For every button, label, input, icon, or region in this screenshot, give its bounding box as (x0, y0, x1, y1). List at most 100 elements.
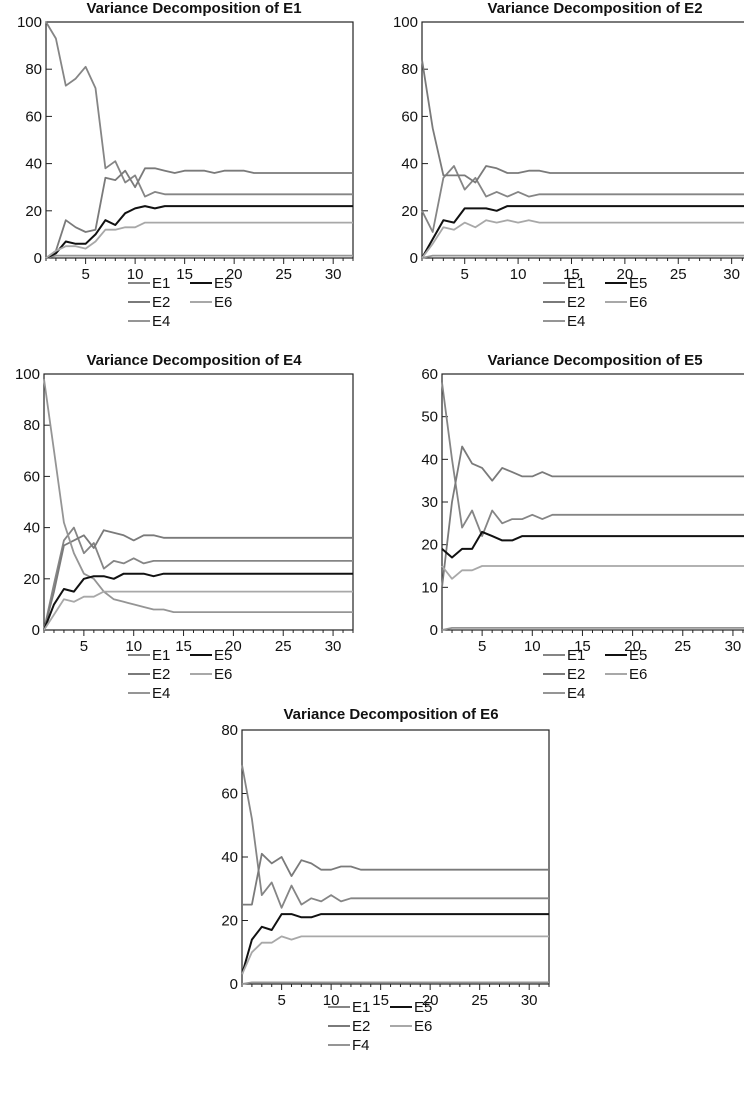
y-tick-label: 60 (421, 366, 438, 383)
legend-row: E4 (128, 684, 278, 703)
chart-legend: E1 E5 E2 E6 E4 (128, 646, 278, 703)
legend-item-e1: E1 (128, 274, 190, 293)
legend-item-e6: E6 (605, 293, 667, 312)
chart-panel-e4: Variance Decomposition of E4 0 20 40 60 80 10… (0, 352, 360, 712)
legend-swatch (605, 282, 627, 285)
x-tick-label: 30 (723, 266, 740, 283)
legend-label: E1 (567, 275, 586, 292)
chart-title: Variance Decomposition of E4 (86, 352, 302, 369)
legend-label: E1 (352, 999, 371, 1016)
x-tick-label: 5 (81, 266, 89, 283)
legend-label: E2 (567, 294, 586, 311)
legend-row: E1 E5 (328, 998, 478, 1017)
legend-item-e5: E5 (190, 646, 252, 665)
legend-item-e6: E6 (190, 293, 252, 312)
series-line-e6 (45, 221, 353, 259)
plot-frame (421, 21, 744, 259)
legend-label: E2 (152, 666, 171, 683)
plot-frame (43, 373, 354, 631)
legend-swatch (328, 1006, 350, 1009)
x-tick-label: 25 (674, 638, 691, 655)
x-tick-label: 20 (624, 638, 641, 655)
legend-swatch (605, 301, 627, 304)
series-line-e6 (441, 565, 744, 580)
legend-swatch (190, 282, 212, 285)
y-tick-label: 0 (230, 976, 238, 993)
x-tick-label: 30 (325, 266, 342, 283)
legend-row: E4 (543, 312, 693, 331)
legend-item-e6: E6 (190, 665, 252, 684)
y-tick-label: 20 (421, 537, 438, 554)
x-tick-label: 5 (80, 638, 88, 655)
legend-item-e1: E1 (543, 274, 605, 293)
chart-title: Variance Decomposition of E5 (487, 352, 703, 369)
chart-title: Variance Decomposition of E2 (487, 0, 703, 17)
x-tick-label: 10 (125, 638, 142, 655)
series-line-e1 (441, 382, 744, 538)
chart-legend: E1 E5 E2 E6 F4 (328, 998, 478, 1055)
y-tick-label: 0 (430, 622, 438, 639)
chart-legend: E1 E5 E2 E6 E4 (543, 646, 693, 703)
legend-swatch (543, 301, 565, 304)
legend-item-f4: F4 (328, 1036, 390, 1055)
series-line-e5 (43, 572, 353, 631)
x-tick-label: 25 (275, 638, 292, 655)
legend-item-e2: E2 (328, 1017, 390, 1036)
legend-row: E4 (543, 684, 693, 703)
legend-row: E4 (128, 312, 278, 331)
legend-item-e5: E5 (190, 274, 252, 293)
y-tick-label: 80 (25, 61, 42, 78)
legend-row: E2 E6 (128, 293, 278, 312)
x-tick-label: 15 (175, 638, 192, 655)
series-line-e5 (421, 205, 744, 259)
y-tick-label: 20 (25, 203, 42, 220)
chart-title: Variance Decomposition of E1 (86, 0, 302, 17)
series-line-e2 (441, 445, 744, 588)
legend-label: E5 (629, 647, 648, 664)
x-tick-label: 15 (372, 992, 389, 1009)
legend-swatch (190, 301, 212, 304)
legend-row: E1 E5 (128, 274, 278, 293)
legend-row: E2 E6 (543, 665, 693, 684)
y-tick-label: 40 (221, 849, 238, 866)
legend-item-e4: E4 (128, 312, 190, 331)
x-tick-label: 20 (225, 638, 242, 655)
series-line-e5 (441, 530, 744, 559)
series-line-e4 (45, 254, 353, 259)
legend-label: E4 (567, 313, 586, 330)
y-tick-label: 80 (401, 61, 418, 78)
legend-label: E4 (152, 313, 171, 330)
legend-swatch (605, 654, 627, 657)
series-line-f4 (241, 981, 549, 985)
legend-item-e2: E2 (128, 293, 190, 312)
x-tick-label: 20 (617, 266, 634, 283)
x-tick-label: 15 (176, 266, 193, 283)
legend-label: E5 (629, 275, 648, 292)
legend-swatch (128, 673, 150, 676)
y-tick-label: 40 (25, 156, 42, 173)
plot-frame (441, 373, 744, 631)
line-chart: 0 10 20 30 40 50 60 5 10 15 20 25 30 (421, 366, 744, 655)
legend-item-e4: E4 (128, 684, 190, 703)
y-tick-label: 40 (421, 451, 438, 468)
legend-swatch (128, 320, 150, 323)
legend-label: E2 (352, 1018, 371, 1035)
x-tick-label: 15 (563, 266, 580, 283)
series-line-e2 (242, 852, 549, 906)
x-tick-label: 10 (510, 266, 527, 283)
legend-swatch (190, 673, 212, 676)
y-tick-label: 20 (23, 571, 40, 588)
legend-label: E6 (214, 666, 233, 683)
legend-label: E4 (152, 685, 171, 702)
legend-item-e5: E5 (390, 998, 452, 1017)
legend-swatch (605, 673, 627, 676)
legend-swatch (128, 692, 150, 695)
legend-label: E1 (152, 275, 171, 292)
x-tick-label: 5 (478, 638, 486, 655)
series-line-e1 (241, 764, 549, 909)
legend-label: E6 (414, 1018, 433, 1035)
legend-row: E2 E6 (128, 665, 278, 684)
y-tick-label: 40 (23, 520, 40, 537)
x-tick-label: 25 (670, 266, 687, 283)
legend-swatch (390, 1006, 412, 1009)
